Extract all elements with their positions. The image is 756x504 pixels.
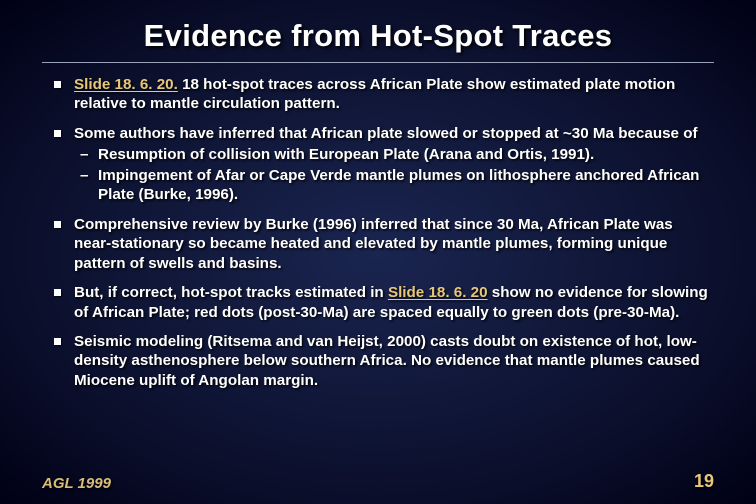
presentation-slide: Evidence from Hot-Spot Traces Slide 18. … bbox=[0, 0, 756, 504]
sub-bullet-item: Impingement of Afar or Cape Verde mantle… bbox=[74, 166, 714, 205]
bullet-text: Some authors have inferred that African … bbox=[74, 125, 698, 142]
bullet-item: Comprehensive review by Burke (1996) inf… bbox=[48, 215, 714, 273]
bullet-item: But, if correct, hot-spot tracks estimat… bbox=[48, 283, 714, 322]
bullet-item: Slide 18. 6. 20. 18 hot-spot traces acro… bbox=[48, 75, 714, 114]
bullet-item: Seismic modeling (Ritsema and van Heijst… bbox=[48, 332, 714, 390]
sub-bullet-item: Resumption of collision with European Pl… bbox=[74, 145, 714, 164]
slide-title: Evidence from Hot-Spot Traces bbox=[42, 18, 714, 54]
slide-link[interactable]: Slide 18. 6. 20. bbox=[74, 76, 178, 93]
bullet-text: But, if correct, hot-spot tracks estimat… bbox=[74, 284, 388, 301]
slide-number: 19 bbox=[694, 471, 714, 492]
sub-bullet-list: Resumption of collision with European Pl… bbox=[74, 145, 714, 204]
slide-content: Slide 18. 6. 20. 18 hot-spot traces acro… bbox=[42, 75, 714, 390]
slide-link[interactable]: Slide 18. 6. 20 bbox=[388, 284, 488, 301]
bullet-item: Some authors have inferred that African … bbox=[48, 124, 714, 205]
slide-footer: AGL 1999 19 bbox=[42, 471, 714, 492]
title-divider bbox=[42, 62, 714, 63]
footer-author: AGL 1999 bbox=[42, 475, 111, 492]
bullet-list: Slide 18. 6. 20. 18 hot-spot traces acro… bbox=[48, 75, 714, 390]
